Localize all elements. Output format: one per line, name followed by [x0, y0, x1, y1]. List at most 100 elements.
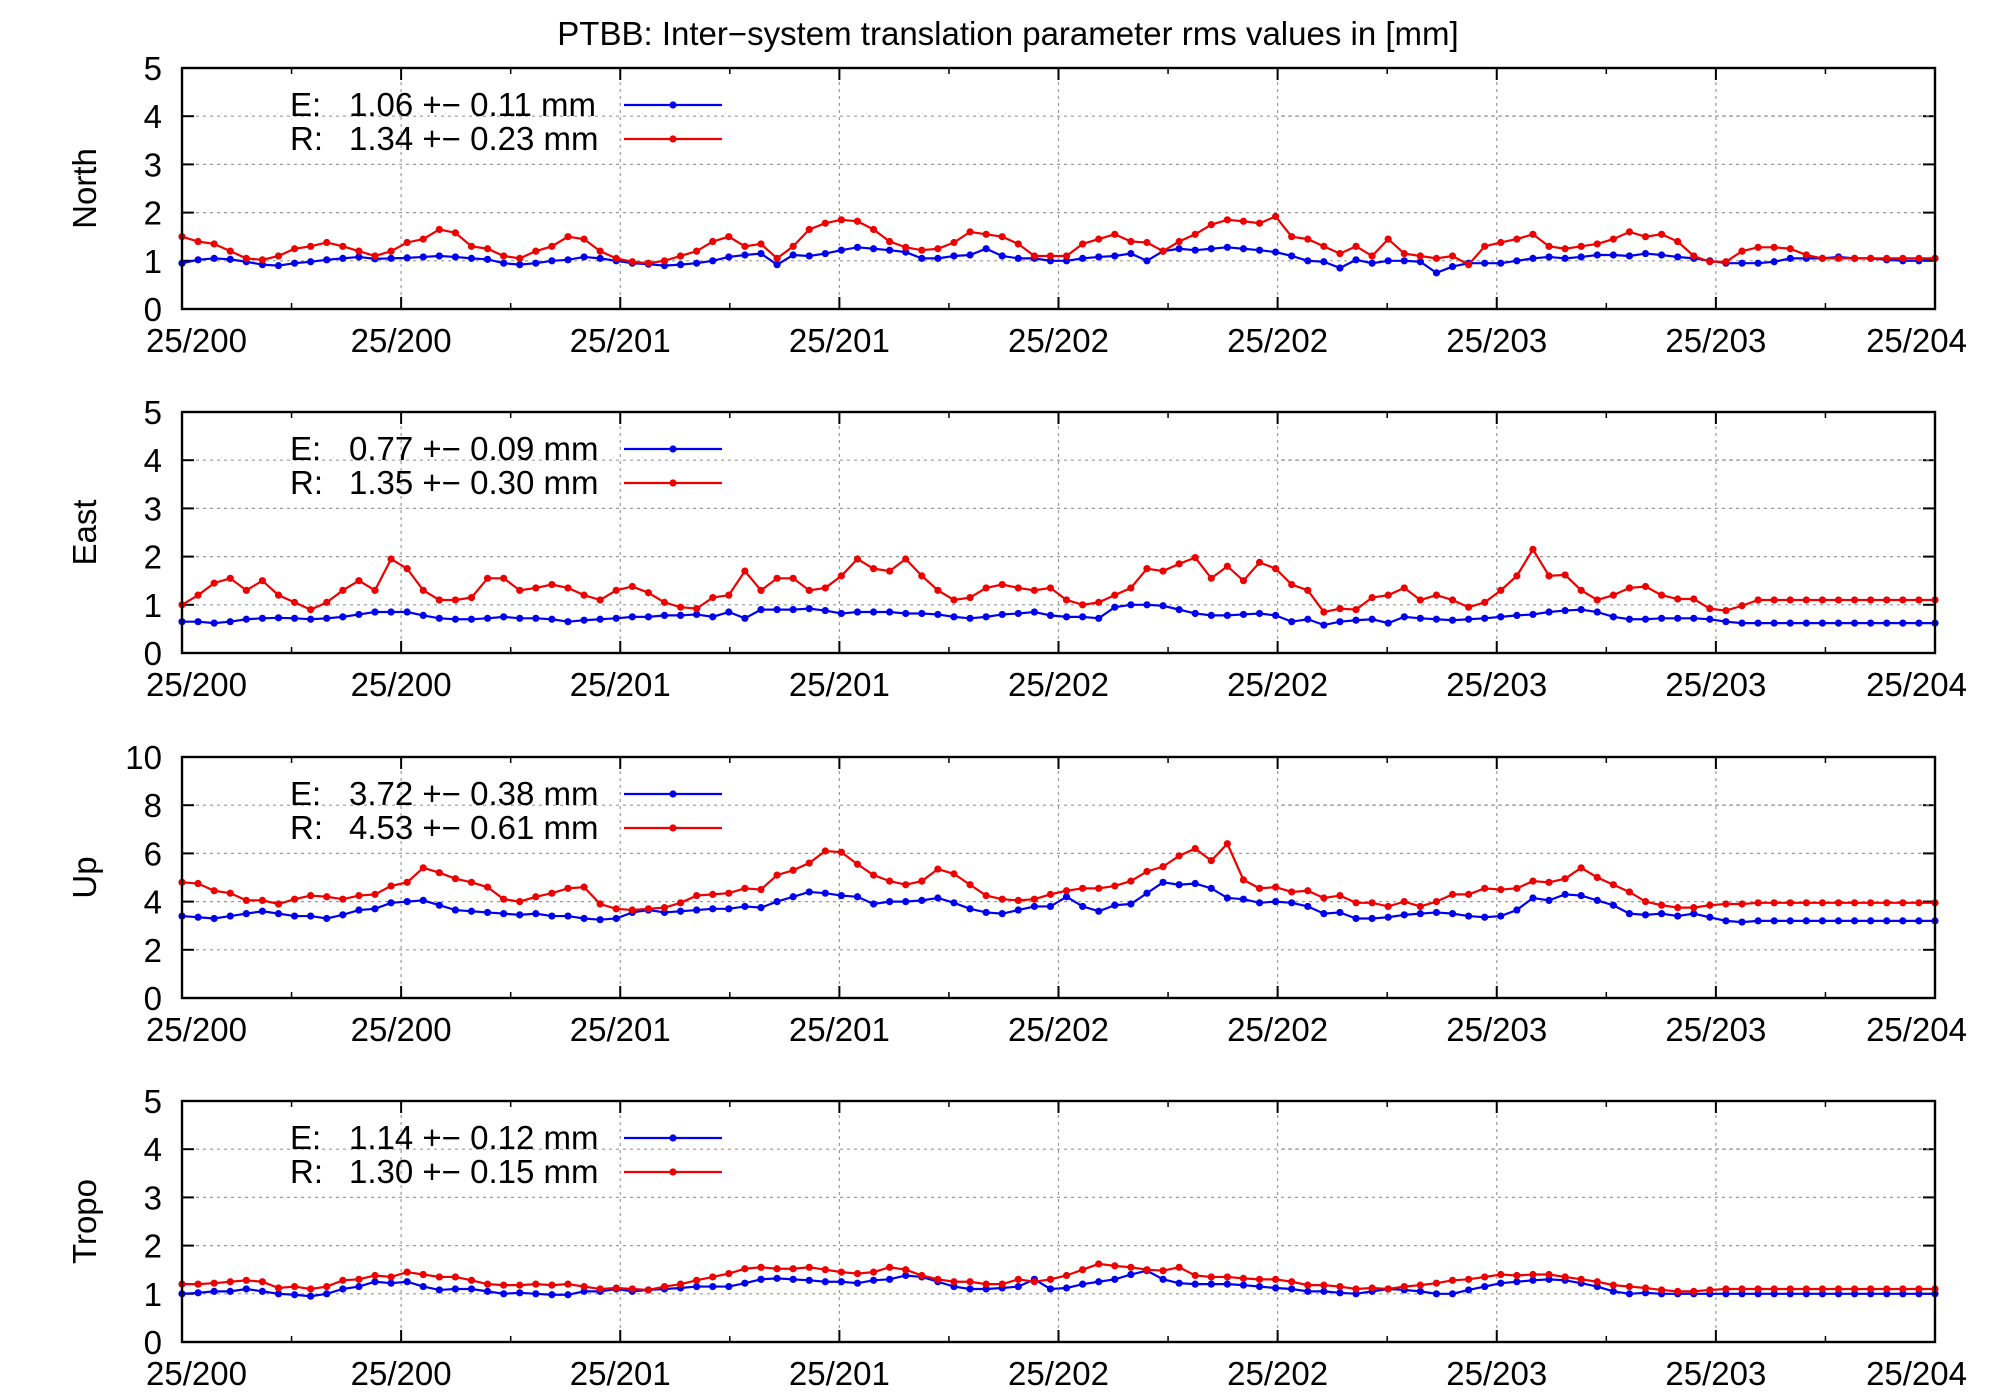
data-point-R	[210, 240, 218, 248]
data-point-R	[1706, 1286, 1714, 1294]
data-point-E	[966, 905, 974, 913]
data-point-R	[853, 1269, 862, 1278]
x-tick-label: 25/203	[1665, 666, 1766, 703]
data-point-R	[242, 896, 250, 904]
data-point-E	[1095, 253, 1103, 261]
x-tick-label: 25/201	[789, 666, 890, 703]
data-point-R	[1545, 242, 1553, 250]
data-point-E	[274, 1290, 283, 1298]
data-point-R	[644, 259, 652, 267]
legend-swatch-point	[669, 479, 677, 487]
data-point-R	[483, 245, 492, 253]
data-point-R	[1095, 1260, 1103, 1268]
data-point-E	[773, 898, 781, 906]
data-point-R	[274, 900, 283, 908]
data-point-E	[1754, 619, 1762, 627]
data-point-R	[757, 885, 765, 894]
data-point-E	[1513, 257, 1521, 265]
data-point-R	[403, 878, 411, 886]
data-point-E	[1062, 613, 1071, 621]
data-point-E	[290, 614, 299, 622]
data-point-R	[419, 235, 427, 243]
data-point-E	[1400, 911, 1408, 919]
data-point-E	[355, 253, 363, 261]
data-point-R	[1465, 1275, 1473, 1283]
data-point-R	[323, 598, 331, 606]
data-point-E	[1127, 601, 1135, 609]
data-point-R	[596, 900, 604, 908]
data-point-R	[1079, 601, 1087, 609]
data-point-E	[210, 914, 218, 923]
data-point-R	[210, 1279, 218, 1287]
data-point-R	[500, 1281, 508, 1289]
data-point-E	[1416, 1287, 1424, 1295]
data-point-R	[1577, 864, 1585, 872]
data-point-R	[1738, 900, 1746, 908]
data-point-E	[886, 1275, 894, 1283]
data-point-E	[1046, 902, 1055, 911]
data-point-E	[419, 611, 427, 620]
data-point-E	[1255, 246, 1264, 254]
y-tick-label: 2	[144, 195, 162, 232]
data-point-R	[1336, 891, 1344, 900]
data-point-E	[1062, 893, 1071, 901]
data-point-E	[226, 618, 234, 626]
data-point-R	[660, 598, 669, 606]
data-point-R	[1127, 237, 1135, 246]
data-point-E	[1577, 253, 1585, 261]
x-tick-label: 25/202	[1008, 1011, 1109, 1048]
data-point-R	[516, 1281, 524, 1289]
data-point-E	[644, 613, 652, 621]
x-tick-label: 25/204	[1866, 1011, 1967, 1048]
x-tick-label: 25/201	[570, 1355, 671, 1392]
data-point-E	[1497, 259, 1505, 267]
data-point-E	[660, 611, 669, 620]
data-point-E	[1207, 611, 1215, 620]
data-point-E	[1545, 253, 1553, 261]
data-point-E	[886, 246, 894, 254]
data-point-R	[1432, 254, 1441, 262]
data-point-E	[1111, 901, 1119, 909]
data-point-R	[1883, 596, 1891, 604]
data-point-R	[1593, 240, 1601, 248]
data-point-R	[1030, 252, 1038, 260]
data-point-E	[1641, 615, 1650, 623]
data-point-E	[1481, 614, 1489, 622]
y-tick-label: 6	[144, 835, 162, 872]
data-point-R	[644, 1286, 652, 1294]
data-point-E	[274, 262, 283, 270]
data-point-R	[548, 580, 556, 589]
data-point-R	[387, 555, 395, 563]
data-point-E	[1786, 254, 1794, 262]
data-point-R	[869, 1268, 878, 1276]
plot-frame	[180, 1099, 1937, 1344]
data-point-R	[1368, 899, 1376, 907]
data-point-R	[998, 580, 1006, 589]
data-point-R	[1095, 598, 1103, 606]
legend-stat: 3.72 +− 0.38 mm	[349, 775, 598, 812]
data-point-E	[1255, 609, 1264, 618]
data-point-R	[918, 877, 926, 885]
data-point-R	[693, 605, 701, 613]
data-point-R	[1577, 1275, 1585, 1283]
data-point-E	[1529, 254, 1537, 262]
data-point-R	[1175, 560, 1183, 568]
data-point-E	[869, 1276, 878, 1284]
y-tick-label: 0	[144, 1324, 162, 1361]
data-point-E	[435, 252, 443, 260]
data-point-R	[789, 866, 797, 874]
data-point-R	[1143, 238, 1151, 247]
data-point-R	[419, 586, 427, 594]
data-point-E	[419, 253, 427, 261]
data-point-R	[596, 596, 604, 604]
data-point-R	[1738, 602, 1746, 610]
data-point-E	[725, 253, 733, 261]
data-point-R	[934, 1275, 942, 1283]
data-point-E	[982, 613, 990, 621]
panel-up: 0 2 4 6 8 10 25/200 25/200 25/201 25/201 25/202 25/…	[66, 739, 1967, 1048]
data-point-R	[660, 1282, 669, 1291]
data-point-E	[1883, 619, 1891, 627]
data-point-E	[548, 1291, 556, 1299]
y-tick-label: 4	[144, 1131, 162, 1168]
data-point-R	[1095, 884, 1103, 892]
